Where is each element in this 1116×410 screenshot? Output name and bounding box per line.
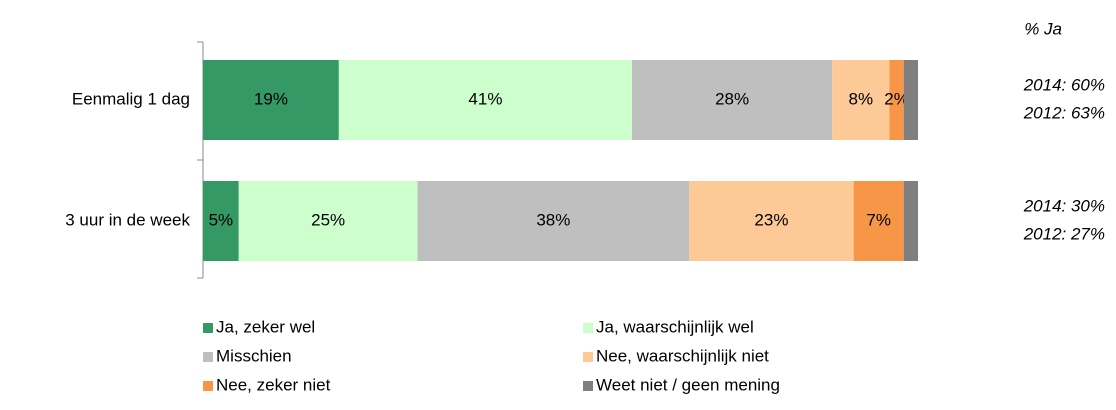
annotation: 2012: 63% (1023, 103, 1105, 122)
legend-swatch (203, 381, 213, 391)
data-label: 28% (715, 89, 749, 108)
legend-swatch (583, 323, 593, 333)
data-label: 19% (254, 89, 288, 108)
annotation: 2014: 30% (1023, 196, 1105, 215)
legend-label: Ja, waarschijnlijk wel (596, 317, 754, 336)
data-label: 2% (884, 89, 909, 108)
bar-segment (903, 60, 918, 140)
annotation: 2014: 60% (1023, 75, 1105, 94)
bar-segment (417, 181, 690, 261)
annotation: 2012: 27% (1023, 224, 1105, 243)
legend-label: Nee, waarschijnlijk niet (596, 346, 769, 365)
bar-segment (832, 60, 890, 140)
data-label: 41% (468, 89, 502, 108)
legend-swatch (203, 352, 213, 362)
data-label: 38% (536, 210, 570, 229)
y-tick-label: 3 uur in de week (65, 210, 190, 229)
data-label: 7% (866, 210, 891, 229)
bar-segment (632, 60, 833, 140)
data-label: 8% (849, 89, 874, 108)
data-label: 25% (311, 210, 345, 229)
annotation-header: % Ja (1024, 19, 1062, 38)
legend-label: Nee, zeker niet (216, 375, 331, 394)
legend-swatch (583, 381, 593, 391)
bar-segment (338, 60, 632, 140)
data-label: 5% (209, 210, 234, 229)
bar-segment (238, 181, 418, 261)
category-axis (197, 41, 204, 279)
legend-label: Ja, zeker wel (216, 317, 315, 336)
bar-segment (889, 60, 904, 140)
bar-segment (203, 181, 239, 261)
legend-label: Weet niet / geen mening (596, 375, 780, 394)
bar-segment (903, 181, 918, 261)
bar-segment (203, 60, 339, 140)
y-tick-label: Eenmalig 1 dag (72, 89, 190, 108)
legend-swatch (203, 323, 213, 333)
data-label: 23% (754, 210, 788, 229)
bar-segment (689, 181, 854, 261)
bar-segment (853, 181, 904, 261)
legend-swatch (583, 352, 593, 362)
legend-label: Misschien (216, 346, 292, 365)
